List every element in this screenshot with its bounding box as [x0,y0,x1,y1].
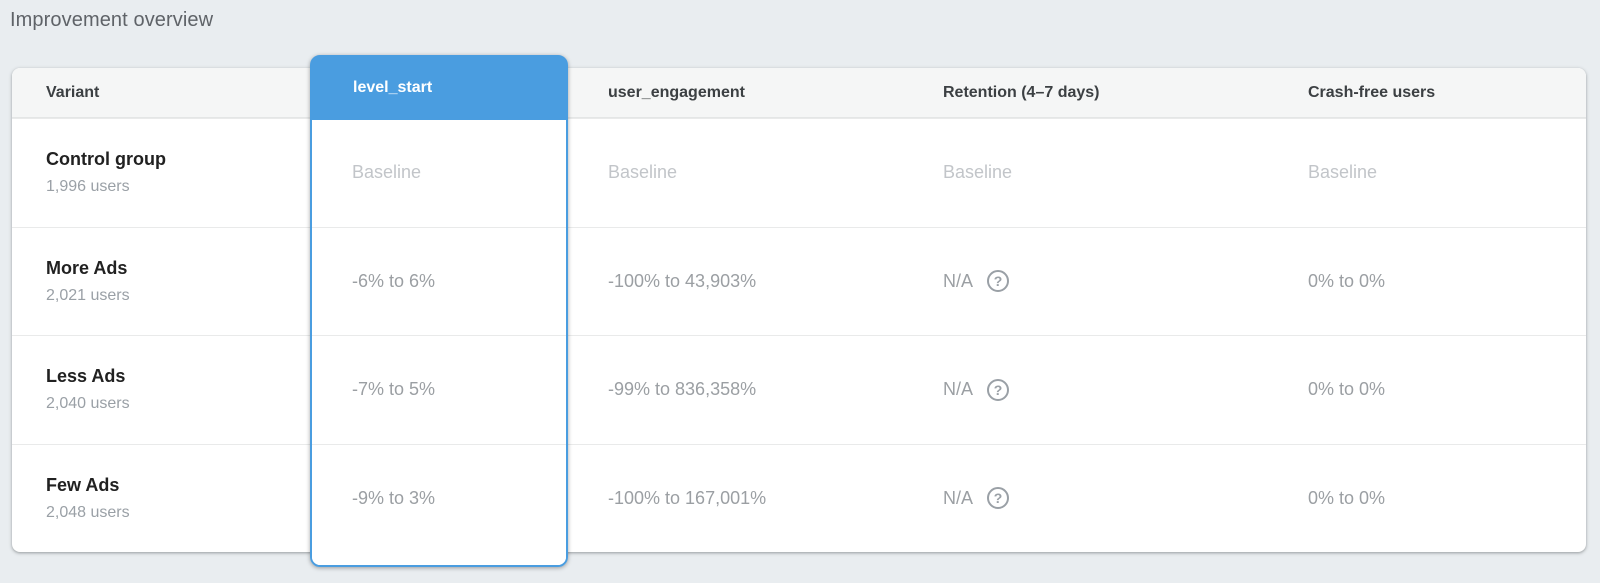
column-header-user-engagement[interactable]: user_engagement [568,68,903,118]
variant-user-count: 1,996 users [46,178,130,196]
retention-value: N/A [943,270,974,291]
cell-level-start: -7% to 5% [310,335,568,444]
selected-metric-header[interactable]: level_start [311,56,567,120]
page-title: Improvement overview [10,9,214,31]
table-header-row: Variant user_engagement Retention (4–7 d… [12,68,1586,118]
cell-retention: N/A ? [903,335,1268,444]
table-row: Control group 1,996 users Baseline Basel… [12,118,1586,227]
variant-cell: More Ads 2,021 users [12,226,310,336]
variant-cell: Less Ads 2,040 users [12,335,310,444]
variant-name: Less Ads [46,366,126,387]
cell-crash-free: Baseline [1268,118,1586,227]
selected-metric-column-bottom [312,552,566,565]
cell-crash-free: 0% to 0% [1268,226,1586,336]
variant-cell: Control group 1,996 users [12,118,310,227]
variant-name: Control group [46,149,166,170]
retention-value: Baseline [943,162,1013,183]
cell-user-engagement: -99% to 836,358% [568,335,903,444]
improvement-overview-table: Variant user_engagement Retention (4–7 d… [12,55,1586,567]
variant-user-count: 2,021 users [46,286,130,304]
column-header-crash-free[interactable]: Crash-free users [1268,68,1586,118]
cell-user-engagement: -100% to 43,903% [568,226,903,336]
retention-value: N/A [943,379,974,400]
cell-retention: N/A ? [903,443,1268,553]
variant-user-count: 2,040 users [46,395,130,413]
cell-crash-free: 0% to 0% [1268,335,1586,444]
variant-name: More Ads [46,257,128,278]
column-header-retention[interactable]: Retention (4–7 days) [903,68,1268,118]
cell-user-engagement: -100% to 167,001% [568,443,903,553]
variant-user-count: 2,048 users [46,503,130,521]
cell-retention: N/A ? [903,226,1268,336]
table-row: Less Ads 2,040 users -7% to 5% -99% to 8… [12,335,1586,444]
help-icon[interactable]: ? [987,270,1010,293]
help-icon[interactable]: ? [987,378,1010,401]
table-row: Few Ads 2,048 users -9% to 3% -100% to 1… [12,443,1586,553]
retention-value: N/A [943,487,974,508]
help-icon[interactable]: ? [987,487,1010,510]
cell-level-start: Baseline [310,118,568,227]
column-header-variant: Variant [12,68,310,118]
cell-level-start: -6% to 6% [310,226,568,336]
variant-cell: Few Ads 2,048 users [12,443,310,553]
cell-user-engagement: Baseline [568,118,903,227]
table-card: Variant user_engagement Retention (4–7 d… [12,68,1586,552]
cell-level-start: -9% to 3% [310,443,568,553]
cell-crash-free: 0% to 0% [1268,443,1586,553]
variant-name: Few Ads [46,474,120,495]
cell-retention: Baseline ? [903,118,1268,227]
table-row: More Ads 2,021 users -6% to 6% -100% to … [12,226,1586,336]
